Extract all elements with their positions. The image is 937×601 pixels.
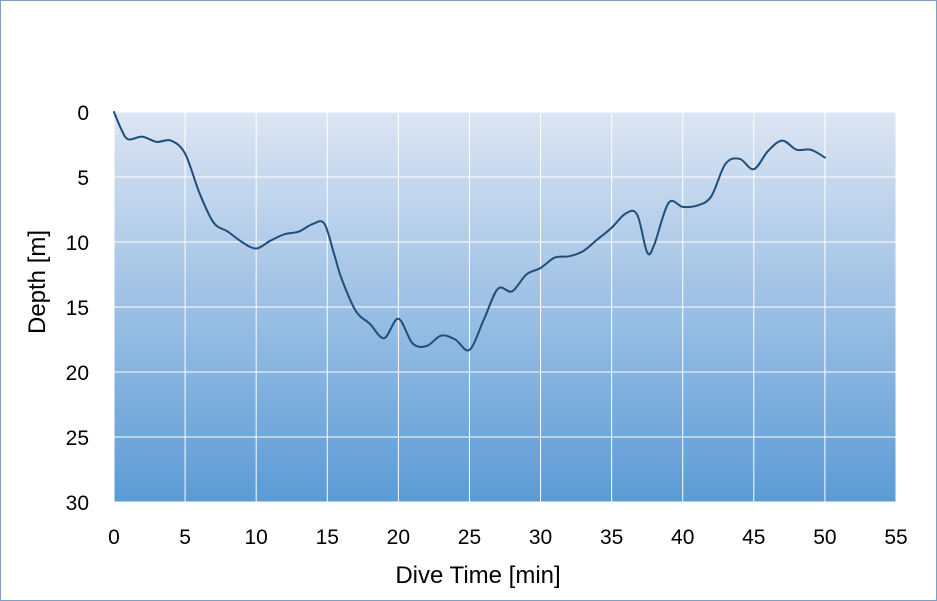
x-tick-label: 0 [108, 526, 120, 549]
x-tick-label: 40 [671, 526, 694, 549]
y-tick-labels: 0 5 10 15 20 25 30 [66, 102, 89, 515]
x-tick-label: 50 [813, 526, 836, 549]
y-tick-label: 30 [66, 492, 89, 515]
x-tick-label: 25 [458, 526, 481, 549]
y-tick-label: 25 [66, 427, 89, 450]
x-tick-label: 10 [245, 526, 268, 549]
y-axis-title: Depth [m] [24, 230, 51, 334]
depth-series-line [113, 111, 826, 352]
x-tick-label: 45 [742, 526, 765, 549]
x-axis-title: Dive Time [min] [395, 562, 560, 589]
y-tick-label: 15 [66, 297, 89, 320]
x-tick-label: 35 [600, 526, 623, 549]
y-tick-label: 20 [66, 362, 89, 385]
y-tick-label: 10 [66, 232, 89, 255]
y-tick-label: 0 [77, 102, 89, 125]
x-tick-label: 20 [387, 526, 410, 549]
grid-lines [113, 111, 897, 503]
x-tick-label: 55 [884, 526, 907, 549]
x-tick-label: 30 [529, 526, 552, 549]
x-tick-label: 5 [179, 526, 191, 549]
y-tick-label: 5 [77, 167, 89, 190]
x-tick-label: 15 [316, 526, 339, 549]
x-tick-labels: 0 5 10 15 20 25 30 35 40 45 50 55 [108, 526, 908, 549]
